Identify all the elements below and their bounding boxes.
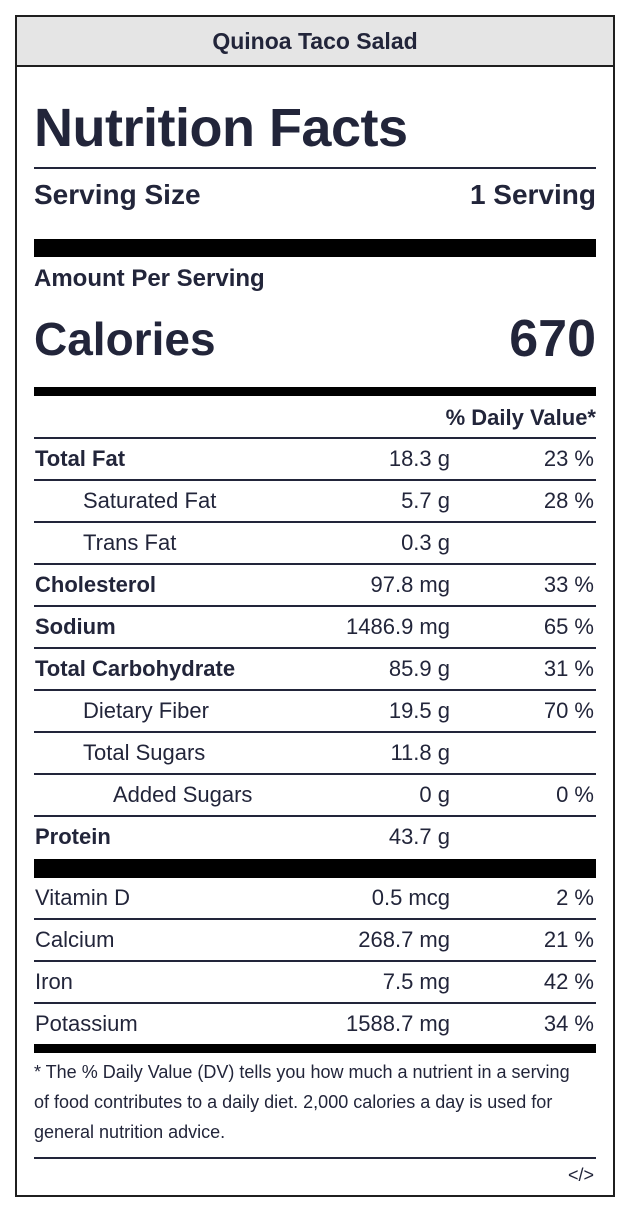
calories-label: Calories [34,313,216,365]
serving-size-value: 1 Serving [469,179,596,210]
recipe-title: Quinoa Taco Salad [17,17,613,67]
vitamin-name: Vitamin D [35,885,130,910]
vitamin-daily-value: 21 % [543,927,594,952]
nutrition-facts-heading: Nutrition Facts [34,98,408,158]
nutrient-name: Total Fat [35,446,126,471]
divider [34,479,596,481]
nutrient-amount: 0 g [419,782,450,807]
vitamin-name: Iron [35,969,73,994]
divider [34,1002,596,1004]
nutrient-amount: 97.8 mg [370,572,451,597]
nutrient-name: Added Sugars [113,782,253,807]
nutrient-name: Dietary Fiber [83,698,209,723]
divider [34,815,596,817]
nutrient-daily-value: 70 % [543,698,594,723]
vitamin-daily-value: 34 % [543,1011,594,1036]
vitamin-daily-value: 2 % [556,885,594,910]
vitamin-row-iron: Iron 7.5 mg 42 % [34,962,596,1004]
vitamin-amount: 0.5 mcg [371,885,450,910]
serving-size-label: Serving Size [34,179,201,210]
nutrient-daily-value: 65 % [543,614,594,639]
vitamin-amount: 268.7 mg [358,927,450,952]
divider [34,563,596,565]
calories-row: Calories 670 [34,309,596,369]
nutrient-amount: 18.3 g [388,446,450,471]
nutrient-amount: 85.9 g [388,656,450,681]
nutrient-row-total-sugars: Total Sugars 11.8 g [34,733,596,775]
nutrient-daily-value: 33 % [543,572,594,597]
nutrient-row-cholesterol: Cholesterol 97.8 mg 33 % [34,565,596,607]
nutrient-row-protein: Protein 43.7 g [34,817,596,859]
nutrient-amount: 0.3 g [401,530,450,555]
vitamin-row-vitamin-d: Vitamin D 0.5 mcg 2 % [34,878,596,920]
vitamin-amount: 7.5 mg [382,969,450,994]
divider [34,1157,596,1159]
divider [34,437,596,439]
medium-divider [34,387,596,396]
nutrient-amount: 11.8 g [390,740,450,765]
nutrient-row-total-carbohydrate: Total Carbohydrate 85.9 g 31 % [34,649,596,691]
vitamin-name: Potassium [35,1011,138,1036]
amount-per-serving: Amount Per Serving [34,265,265,292]
nutrient-daily-value: 28 % [543,488,594,513]
vitamin-name: Calcium [35,927,115,952]
divider [34,918,596,920]
nutrient-name: Protein [35,824,111,849]
serving-size-row: Serving Size 1 Serving [34,179,596,211]
divider [34,167,596,169]
daily-value-footnote: * The % Daily Value (DV) tells you how m… [34,1062,570,1142]
nutrient-name: Total Sugars [83,740,206,765]
nutrition-label-card: Quinoa Taco Salad Nutrition Facts Servin… [15,15,615,1197]
nutrient-name: Saturated Fat [83,488,217,513]
divider [34,647,596,649]
nutrient-row-saturated-fat: Saturated Fat 5.7 g 28 % [34,481,596,523]
nutrient-row-dietary-fiber: Dietary Fiber 19.5 g 70 % [34,691,596,733]
calories-value: 670 [509,310,596,368]
nutrient-amount: 5.7 g [401,488,450,513]
thick-divider [34,239,596,257]
medium-divider [34,1044,596,1053]
divider [34,521,596,523]
nutrient-row-trans-fat: Trans Fat 0.3 g [34,523,596,565]
vitamin-amount: 1588.7 mg [346,1011,450,1036]
nutrient-daily-value: 0 % [556,782,594,807]
embed-code-link[interactable]: </> [567,1165,594,1185]
nutrient-daily-value: 31 % [543,656,594,681]
divider [34,773,596,775]
nutrient-name: Trans Fat [83,530,177,555]
nutrient-amount: 43.7 g [388,824,450,849]
divider [34,689,596,691]
nutrient-row-sodium: Sodium 1486.9 mg 65 % [34,607,596,649]
vitamin-row-potassium: Potassium 1588.7 mg 34 % [34,1004,596,1046]
vitamin-row-calcium: Calcium 268.7 mg 21 % [34,920,596,962]
thick-divider [34,859,596,878]
nutrient-name: Sodium [35,614,116,639]
nutrient-amount: 19.5 g [388,698,450,723]
nutrient-amount: 1486.9 mg [346,614,450,639]
daily-value-header: % Daily Value* [445,405,596,430]
nutrient-name: Total Carbohydrate [35,656,236,681]
nutrient-name: Cholesterol [35,572,157,597]
nutrient-row-added-sugars: Added Sugars 0 g 0 % [34,775,596,817]
divider [34,605,596,607]
vitamin-daily-value: 42 % [543,969,594,994]
nutrient-daily-value: 23 % [543,446,594,471]
divider [34,960,596,962]
nutrient-row-total-fat: Total Fat 18.3 g 23 % [34,439,596,481]
divider [34,731,596,733]
